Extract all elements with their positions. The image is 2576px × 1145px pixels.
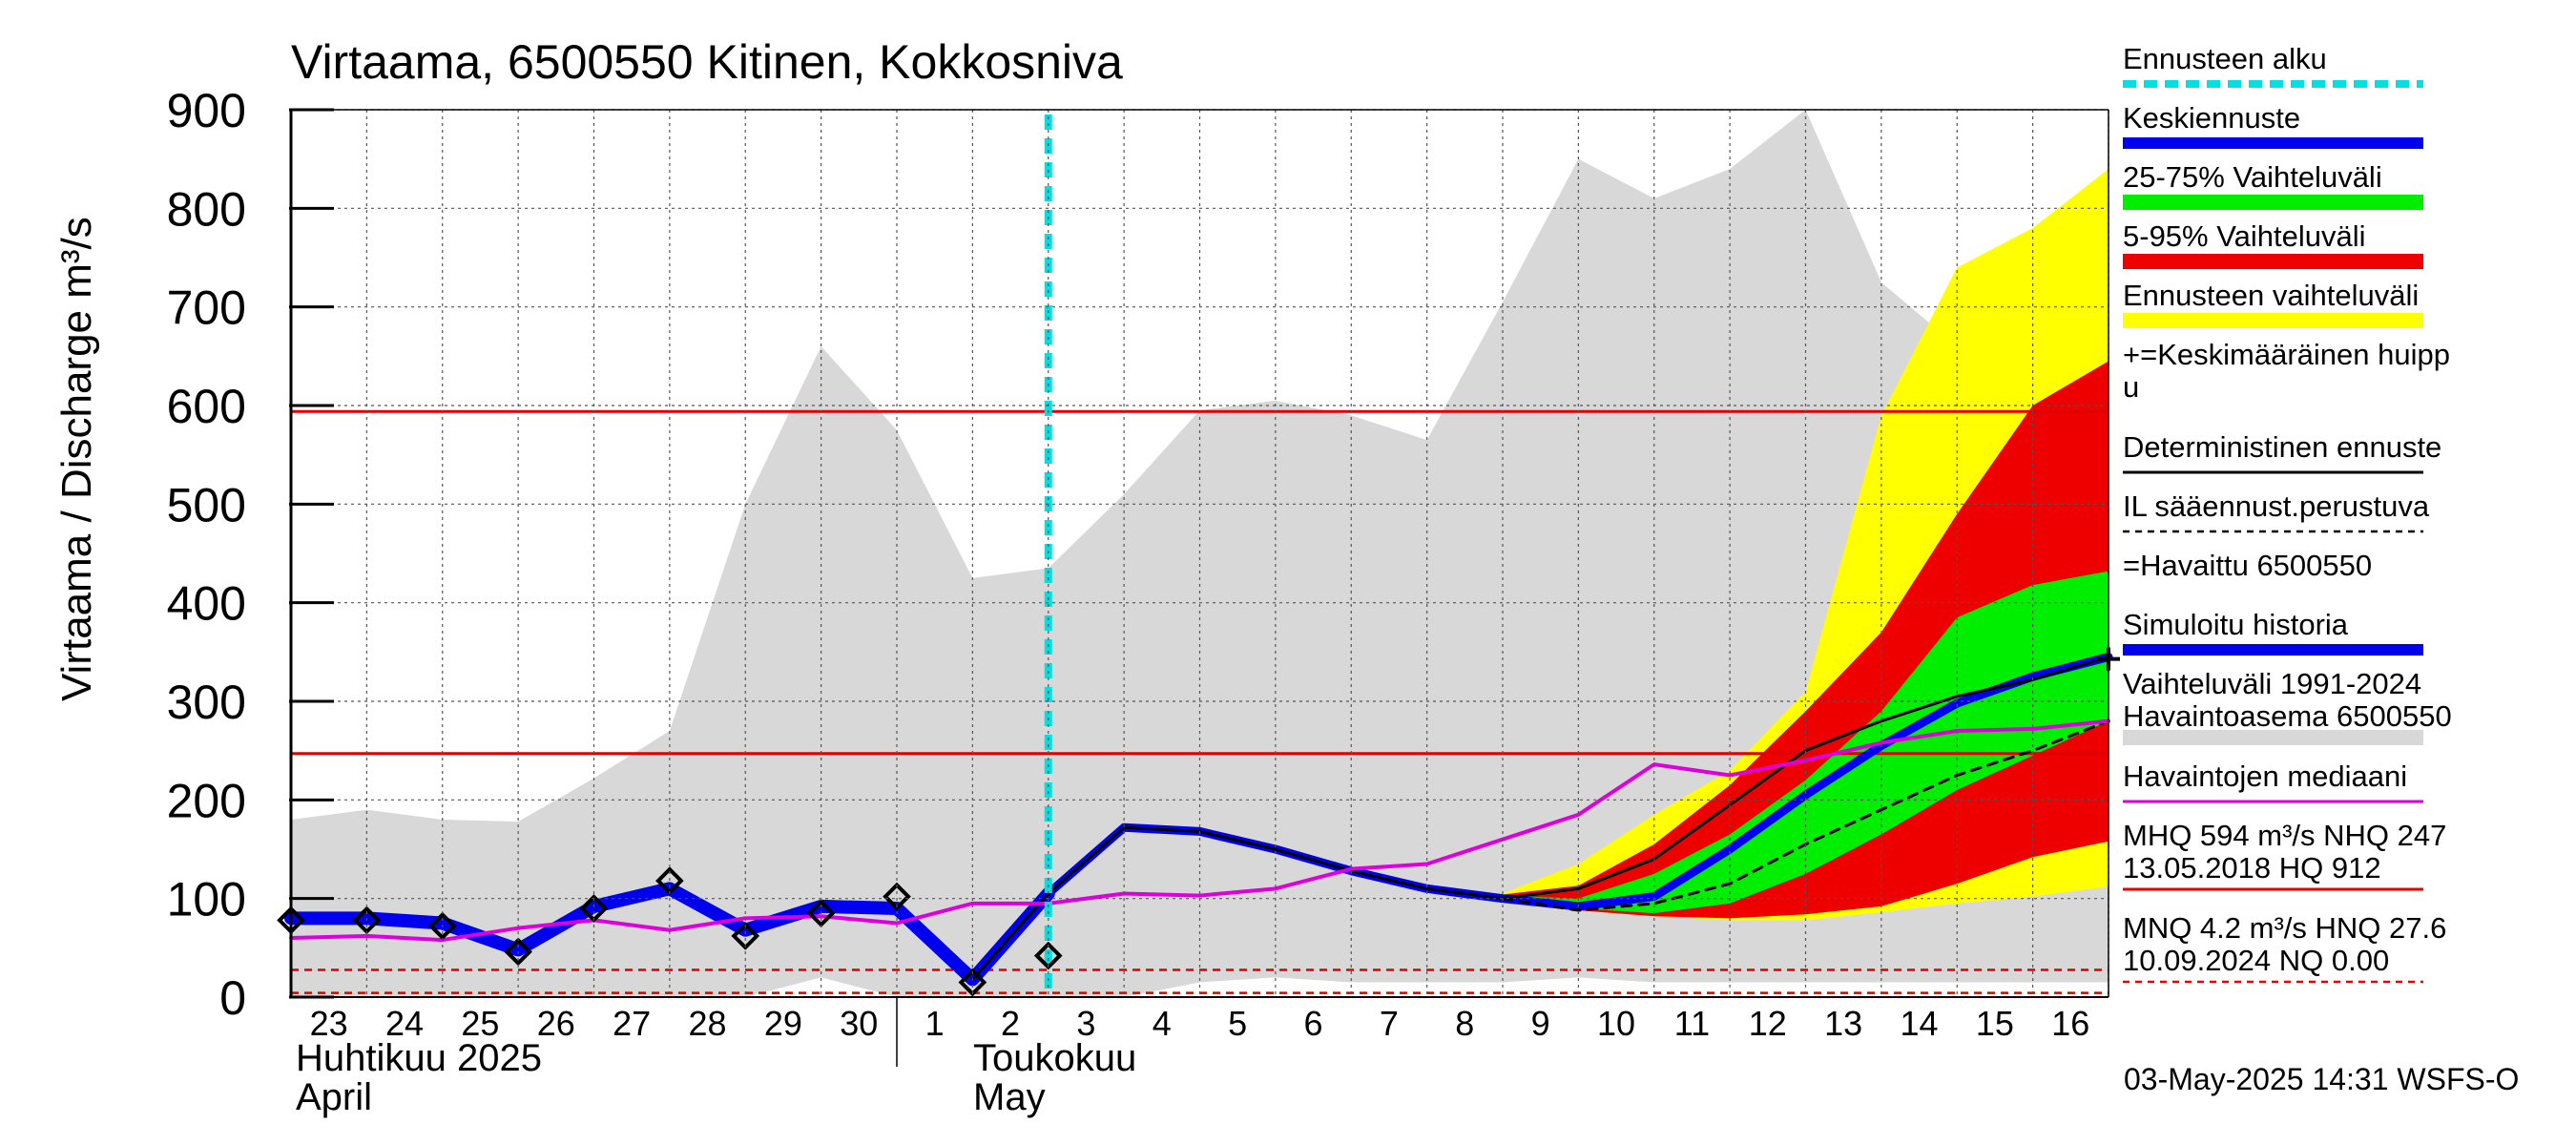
observed-point	[883, 882, 911, 911]
y-tick-label: 600	[167, 380, 246, 433]
x-tick-label: 1	[925, 1004, 945, 1043]
legend-label: Ennusteen vaihteluväli	[2123, 279, 2419, 312]
legend-label: Keskiennuste	[2123, 101, 2300, 135]
legend-swatch	[2123, 313, 2423, 328]
legend-label: IL sääennust.perustuva	[2123, 489, 2430, 523]
y-tick-label: 300	[167, 676, 246, 729]
x-tick-label: 27	[613, 1004, 651, 1043]
legend-label: 25-75% Vaihteluväli	[2123, 160, 2382, 194]
forecast-25-75-band	[1503, 571, 2109, 914]
x-tick-label: 15	[1976, 1004, 2014, 1043]
legend-swatch	[2123, 254, 2423, 269]
x-tick-label: 16	[2051, 1004, 2089, 1043]
legend-label: u	[2123, 370, 2139, 404]
legend-label: =Havaittu 6500550	[2123, 549, 2372, 582]
x-tick-label: 12	[1749, 1004, 1787, 1043]
series-il-sääennust-perustuva	[1501, 719, 2110, 912]
x-tick-label: 7	[1380, 1004, 1399, 1043]
y-tick-label: 500	[167, 478, 246, 531]
x-tick-label: 8	[1455, 1004, 1474, 1043]
x-tick-label: 4	[1153, 1004, 1172, 1043]
x-tick-label: 2	[1001, 1004, 1020, 1043]
x-tick-label: 14	[1901, 1004, 1939, 1043]
x-tick-label: 24	[385, 1004, 424, 1043]
x-tick-label: 9	[1531, 1004, 1550, 1043]
series-deterministinen-ennuste	[970, 656, 2110, 981]
legend-label: Havaintoasema 6500550	[2123, 699, 2452, 733]
y-tick-label: 0	[219, 971, 246, 1025]
month-label-en: May	[973, 1076, 1046, 1118]
x-tick-label: 6	[1304, 1004, 1323, 1043]
legend: Ennusteen alku Keskiennuste 25-75% Vaihtel…	[2123, 42, 2452, 984]
x-tick-label: 10	[1597, 1004, 1635, 1043]
x-tick-label: 13	[1824, 1004, 1862, 1043]
x-tick-label: 28	[689, 1004, 727, 1043]
legend-swatch	[2123, 730, 2423, 745]
x-tick-label: 23	[310, 1004, 348, 1043]
legend-label: Havaintojen mediaani	[2123, 760, 2407, 793]
y-tick-label: 400	[167, 577, 246, 631]
month-label-fi: Huhtikuu 2025	[296, 1037, 542, 1079]
y-tick-label: 800	[167, 182, 246, 236]
y-tick-label: 100	[167, 873, 246, 926]
x-tick-label: 30	[840, 1004, 878, 1043]
y-tick-label: 900	[167, 84, 246, 137]
y-axis-label: Virtaama / Discharge m³/s	[53, 217, 100, 701]
legend-label: Deterministinen ennuste	[2123, 430, 2441, 464]
chart-title: Virtaama, 6500550 Kitinen, Kokkosniva	[291, 35, 1123, 89]
legend-label: 5-95% Vaihteluväli	[2123, 219, 2365, 253]
x-tick-label: 11	[1674, 1004, 1710, 1043]
legend-label: 13.05.2018 HQ 912	[2123, 851, 2381, 885]
y-tick-label: 200	[167, 774, 246, 827]
observed-point	[504, 937, 532, 967]
legend-label: Simuloitu historia	[2123, 608, 2349, 641]
y-tick-label: 700	[167, 281, 246, 335]
x-tick-label: 29	[764, 1004, 802, 1043]
month-label-en: April	[296, 1076, 372, 1118]
x-tick-label: 5	[1228, 1004, 1247, 1043]
legend-swatch	[2123, 195, 2423, 210]
legend-label: MHQ 594 m³/s NHQ 247	[2123, 819, 2446, 852]
x-tick-label: 26	[537, 1004, 575, 1043]
legend-label: MNQ 4.2 m³/s HNQ 27.6	[2123, 911, 2446, 945]
footer-timestamp: 03-May-2025 14:31 WSFS-O	[2124, 1062, 2519, 1096]
legend-label: Vaihteluväli 1991-2024	[2123, 667, 2421, 700]
month-label-fi: Toukokuu	[973, 1037, 1136, 1079]
x-tick-label: 25	[461, 1004, 499, 1043]
legend-label: Ennusteen alku	[2123, 42, 2327, 75]
legend-label: +=Keskimääräinen huipp	[2123, 338, 2450, 371]
observed-point	[427, 911, 457, 941]
legend-label: 10.09.2024 NQ 0.00	[2123, 944, 2389, 977]
x-tick-label: 3	[1076, 1004, 1095, 1043]
series-simuloitu-historia	[284, 882, 1055, 987]
